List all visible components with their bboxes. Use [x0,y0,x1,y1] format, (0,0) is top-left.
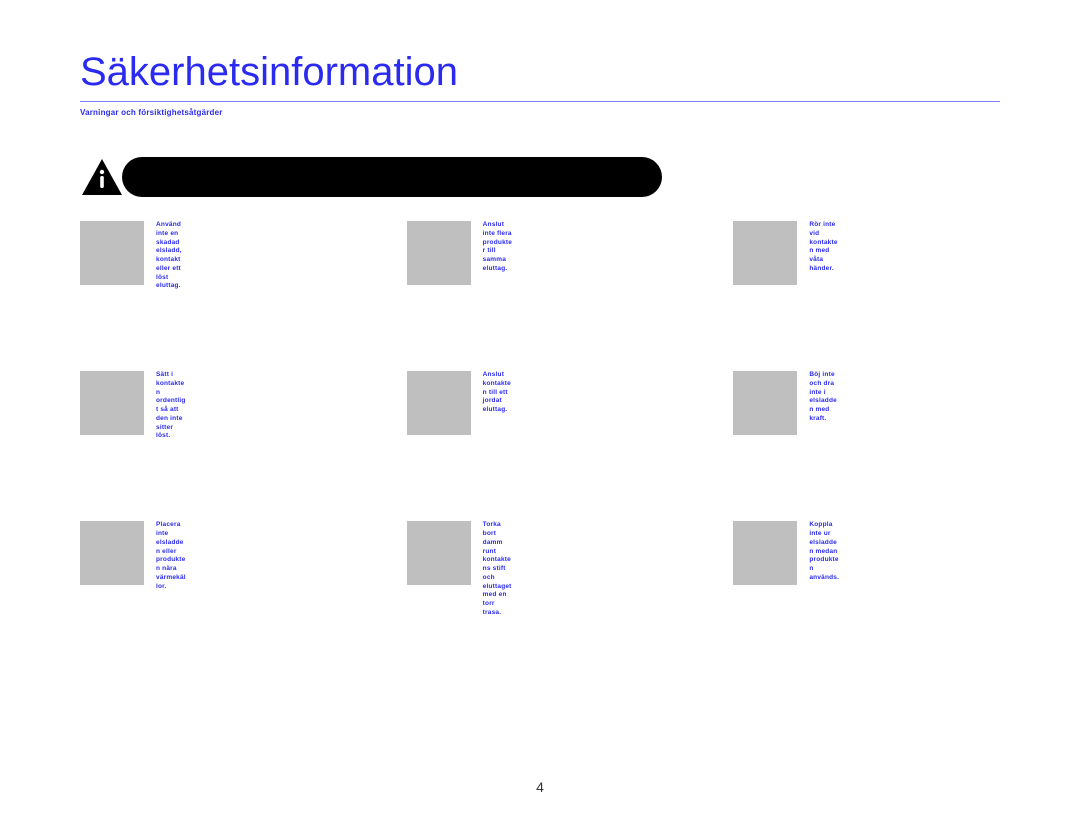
safety-thumb-icon [733,371,797,435]
page-subtitle: Varningar och försiktighetsåtgärder [80,108,1000,117]
safety-desc: Anslut kontakten till ett jordat eluttag… [483,371,513,415]
safety-thumb-icon [80,521,144,585]
safety-desc: Sätt i kontakten ordentligt så att den i… [156,371,186,441]
safety-item: Rör inte vid kontakten med våta händer. [733,221,1000,291]
safety-desc: Rör inte vid kontakten med våta händer. [809,221,839,274]
warning-triangle-icon [80,157,124,197]
safety-desc: Koppla inte ur elsladden medan produkten… [809,521,839,582]
safety-desc: Torka bort damm runt kontaktens stift oc… [483,521,513,617]
safety-thumb-icon [407,371,471,435]
title-rule [80,101,1000,102]
safety-desc: Placera inte elsladden eller produkten n… [156,521,186,591]
safety-thumb-icon [407,521,471,585]
safety-item: Torka bort damm runt kontaktens stift oc… [407,521,674,617]
safety-thumb-icon [80,371,144,435]
page-title: Säkerhetsinformation [80,50,1000,95]
safety-thumb-icon [733,521,797,585]
safety-item: Koppla inte ur elsladden medan produkten… [733,521,1000,617]
safety-item: Böj inte och dra inte i elsladden med kr… [733,371,1000,441]
safety-desc: Böj inte och dra inte i elsladden med kr… [809,371,839,424]
warning-banner [80,157,1000,197]
safety-grid: Använd inte en skadad elsladd, kontakt e… [80,221,1000,618]
safety-desc: Använd inte en skadad elsladd, kontakt e… [156,221,186,291]
safety-thumb-icon [80,221,144,285]
safety-thumb-icon [733,221,797,285]
warning-banner-bar [122,157,662,197]
safety-item: Sätt i kontakten ordentligt så att den i… [80,371,347,441]
safety-thumb-icon [407,221,471,285]
safety-item: Använd inte en skadad elsladd, kontakt e… [80,221,347,291]
safety-desc: Anslut inte flera produkter till samma e… [483,221,513,274]
safety-item: Anslut kontakten till ett jordat eluttag… [407,371,674,441]
safety-item: Anslut inte flera produkter till samma e… [407,221,674,291]
page-number: 4 [0,779,1080,795]
safety-item: Placera inte elsladden eller produkten n… [80,521,347,617]
document-page: Säkerhetsinformation Varningar och försi… [0,0,1080,825]
